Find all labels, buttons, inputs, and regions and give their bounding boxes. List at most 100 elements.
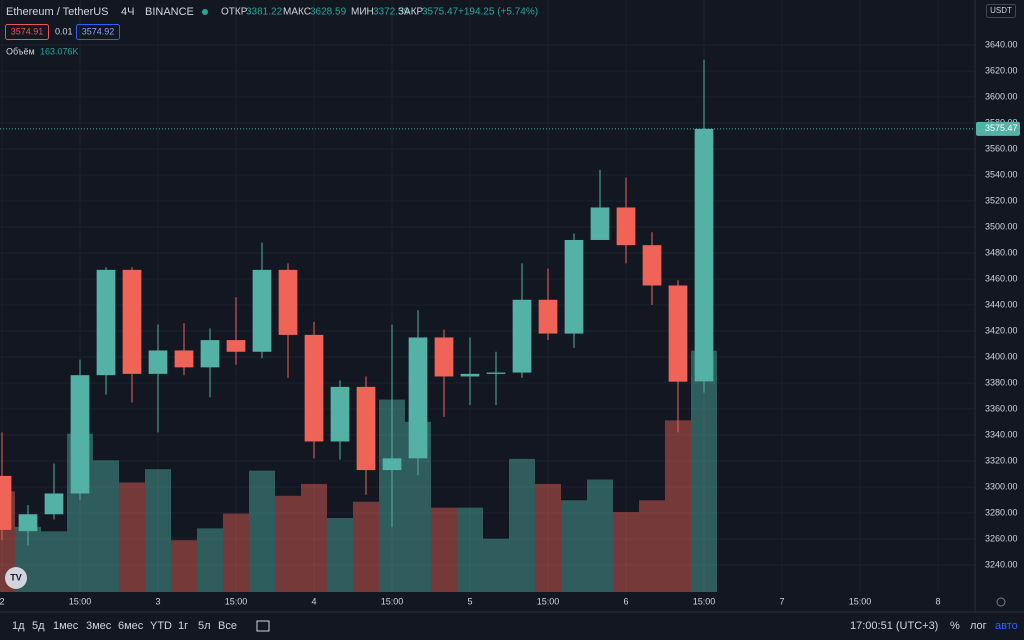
open-label: ОТКР — [221, 7, 248, 18]
volume-bar — [301, 483, 328, 592]
candle-body — [486, 372, 506, 374]
y-tick-label: 3400.00 — [985, 351, 1018, 361]
goto-date-icon[interactable] — [256, 620, 270, 632]
y-tick-label: 3600.00 — [985, 91, 1018, 101]
candle-body — [642, 245, 662, 286]
candle-body — [382, 458, 402, 471]
plot — [0, 0, 975, 592]
volume-bar — [613, 512, 640, 592]
logo-mark: TV — [10, 572, 22, 582]
volume-bar — [223, 513, 250, 592]
volume-bar — [249, 470, 276, 592]
exchange: BINANCE — [145, 6, 194, 18]
volume-bar — [118, 482, 145, 592]
range-button[interactable]: 3мес — [86, 620, 112, 632]
range-button[interactable]: 5л — [198, 620, 211, 632]
range-button[interactable]: 1мес — [53, 620, 79, 632]
candle-body — [408, 337, 428, 459]
candle-body — [122, 269, 142, 374]
y-tick-label: 3300.00 — [985, 481, 1018, 491]
candle-body — [330, 386, 350, 442]
y-tick-label: 3420.00 — [985, 325, 1018, 335]
settings-icon[interactable] — [996, 597, 1006, 607]
y-tick-label: 3380.00 — [985, 377, 1018, 387]
x-tick-label: 15:00 — [69, 596, 92, 606]
candle-body — [538, 299, 558, 334]
symbol: Ethereum / TetherUS — [6, 6, 109, 18]
y-tick-label: 3480.00 — [985, 247, 1018, 257]
candle-body — [694, 128, 714, 382]
candle-body — [0, 475, 12, 530]
y-tick-label: 3260.00 — [985, 533, 1018, 543]
volume-bar — [457, 507, 484, 592]
range-button[interactable]: 1д — [12, 620, 25, 632]
volume-bar — [509, 458, 536, 592]
last-price-tag — [976, 121, 1020, 136]
volume-bar — [92, 460, 119, 592]
volume-bar — [431, 507, 458, 592]
sell-price: 3574.91 — [11, 26, 44, 36]
last-price-label: 3575.47 — [985, 123, 1018, 133]
currency-box[interactable] — [986, 4, 1016, 18]
volume-bar — [144, 469, 171, 592]
close-value: 3575.47 — [422, 7, 459, 18]
currency: USDT — [990, 6, 1012, 15]
volume-bar — [170, 540, 197, 592]
y-tick-label: 3240.00 — [985, 559, 1018, 569]
range-button[interactable]: YTD — [150, 620, 172, 632]
candle-body — [18, 514, 38, 532]
volume-label: Объём — [6, 46, 35, 56]
high-label: МАКС — [283, 7, 311, 18]
volume-bar — [275, 495, 302, 592]
close-label: ЗАКР — [398, 7, 424, 18]
log-toggle[interactable]: лог — [970, 620, 987, 632]
x-tick-label: 15:00 — [693, 596, 716, 606]
candle-body — [564, 239, 584, 334]
x-tick-label: 5 — [467, 596, 472, 606]
low-label: МИН — [351, 7, 374, 18]
volume-value: 163.076K — [40, 46, 79, 56]
y-tick-label: 3340.00 — [985, 429, 1018, 439]
candle-body — [304, 334, 324, 442]
clock: 17:00:51 (UTC+3) — [850, 620, 938, 632]
percent-toggle[interactable]: % — [950, 620, 960, 632]
y-tick-label: 3440.00 — [985, 299, 1018, 309]
buy-box[interactable] — [76, 24, 120, 40]
x-tick-label: 15:00 — [225, 596, 248, 606]
range-button[interactable]: 5д — [32, 620, 45, 632]
sell-box[interactable] — [5, 24, 49, 40]
candle-body — [200, 340, 220, 368]
range-button[interactable]: 6мес — [118, 620, 144, 632]
candle-body — [252, 269, 272, 352]
volume-bar — [639, 500, 666, 592]
candle-body — [226, 340, 246, 352]
low-value: 3372.59 — [373, 7, 410, 18]
high-value: 3628.59 — [310, 7, 347, 18]
candle-body — [70, 375, 90, 494]
candle-body — [616, 207, 636, 246]
y-tick-label: 3280.00 — [985, 507, 1018, 517]
y-tick-label: 3640.00 — [985, 39, 1018, 49]
x-tick-label: 15:00 — [381, 596, 404, 606]
y-tick-label: 3360.00 — [985, 403, 1018, 413]
candle-body — [668, 285, 688, 382]
range-button[interactable]: Все — [218, 620, 237, 632]
candle-body — [460, 373, 480, 377]
auto-toggle[interactable]: авто — [995, 620, 1018, 632]
candle-body — [590, 207, 610, 240]
range-button[interactable]: 1г — [178, 620, 188, 632]
candle-body — [174, 350, 194, 368]
volume-bar — [327, 518, 354, 592]
y-tick-label: 3500.00 — [985, 221, 1018, 231]
open-value: 3381.22 — [246, 7, 283, 18]
y-tick-label: 3460.00 — [985, 273, 1018, 283]
volume-bar — [561, 500, 588, 592]
logo[interactable] — [5, 567, 27, 589]
volume-bar — [535, 483, 562, 592]
interval[interactable]: 4Ч — [121, 6, 134, 18]
y-tick-label: 3540.00 — [985, 169, 1018, 179]
y-tick-label: 3620.00 — [985, 65, 1018, 75]
market-status — [202, 9, 208, 15]
